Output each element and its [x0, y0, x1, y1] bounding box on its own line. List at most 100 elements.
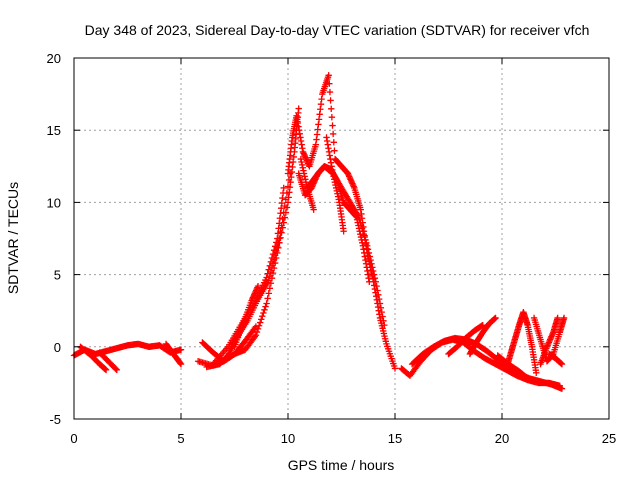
- data-point: [525, 375, 532, 383]
- data-point: [253, 328, 261, 336]
- data-point: [280, 209, 287, 216]
- data-point: [265, 290, 272, 297]
- data-point: [366, 278, 373, 286]
- series-track-17: [466, 314, 499, 358]
- series-track-18: [445, 321, 486, 358]
- series-track-2: [77, 343, 110, 374]
- data-point: [329, 122, 336, 129]
- data-point: [380, 317, 387, 325]
- data-point: [360, 230, 367, 238]
- chart-title: Day 348 of 2023, Sidereal Day-to-day VTE…: [85, 22, 590, 38]
- data-point: [370, 271, 378, 278]
- data-point: [268, 254, 276, 262]
- data-point: [375, 291, 382, 299]
- data-point: [278, 229, 285, 236]
- series-track-23: [545, 350, 566, 368]
- data-point: [354, 212, 361, 219]
- data-point: [325, 72, 332, 79]
- data-point: [267, 258, 275, 266]
- data-point: [310, 206, 317, 213]
- data-point: [391, 365, 399, 372]
- series-track-19: [503, 308, 540, 376]
- data-point: [363, 239, 370, 247]
- series-track-9: [231, 282, 262, 350]
- data-point: [554, 314, 561, 322]
- data-point: [364, 246, 372, 253]
- data-point: [479, 321, 486, 329]
- data-point: [375, 295, 383, 303]
- series-track-10: [284, 72, 399, 372]
- data-point: [363, 242, 371, 249]
- data-point: [282, 196, 290, 203]
- data-point: [261, 306, 268, 314]
- data-point: [326, 80, 333, 87]
- data-point: [328, 105, 335, 113]
- data-point: [330, 139, 337, 146]
- data-point: [328, 114, 336, 121]
- data-point: [251, 324, 259, 332]
- data-point: [271, 243, 279, 250]
- data-point: [558, 385, 566, 392]
- series-track-14: [297, 155, 317, 213]
- data-point: [254, 282, 262, 290]
- data-point: [177, 360, 185, 368]
- data-point: [277, 234, 284, 241]
- data-point: [285, 176, 293, 184]
- data-point: [326, 88, 334, 96]
- data-point: [533, 369, 540, 376]
- ticks: 0 5 10 15 20 25 -5 0 5 10 15 20: [47, 51, 617, 446]
- data-point: [379, 313, 386, 320]
- data-point: [260, 309, 267, 317]
- data-point: [492, 314, 499, 322]
- series-track-22: [494, 352, 534, 384]
- series-track-6: [203, 170, 294, 371]
- x-tick-label: 20: [495, 431, 509, 446]
- y-tick-label: 10: [47, 195, 61, 210]
- data-point: [284, 183, 292, 190]
- x-tick-label: 25: [602, 431, 616, 446]
- data-point: [262, 303, 269, 310]
- data-point: [264, 270, 271, 277]
- data-point: [365, 249, 373, 257]
- data-point: [381, 321, 388, 329]
- data-point: [269, 250, 277, 258]
- data-point: [368, 260, 375, 267]
- y-tick-label: 15: [47, 123, 61, 138]
- y-tick-label: -5: [49, 412, 61, 427]
- data-point: [378, 308, 385, 316]
- plot-frame: [73, 57, 610, 420]
- data-point: [281, 202, 288, 210]
- data-point: [526, 376, 534, 384]
- data-point: [113, 366, 120, 374]
- data-point: [369, 264, 376, 271]
- data-point: [374, 287, 381, 294]
- series-track-5: [194, 105, 302, 369]
- data-point: [340, 228, 347, 235]
- data-point: [265, 266, 272, 273]
- series-track-4: [162, 340, 185, 368]
- data-point: [358, 225, 366, 232]
- data-point: [264, 295, 271, 302]
- data-point: [112, 365, 120, 373]
- data-point: [252, 323, 260, 330]
- data-point: [251, 333, 259, 340]
- x-tick-label: 15: [388, 431, 402, 446]
- data-point: [177, 346, 185, 353]
- data-point: [258, 316, 265, 323]
- series-track-8: [199, 323, 260, 365]
- data-point: [359, 228, 367, 235]
- data-points: [70, 72, 568, 392]
- data-point: [355, 213, 362, 221]
- data-point: [372, 278, 379, 286]
- data-point: [280, 184, 287, 192]
- data-point: [367, 256, 374, 264]
- data-point: [252, 332, 260, 339]
- data-point: [295, 105, 302, 112]
- data-point: [256, 319, 264, 326]
- series-track-13: [323, 134, 347, 235]
- x-tick-label: 0: [70, 431, 77, 446]
- x-tick-label: 5: [177, 431, 184, 446]
- data-point: [362, 236, 369, 244]
- data-point: [259, 312, 266, 320]
